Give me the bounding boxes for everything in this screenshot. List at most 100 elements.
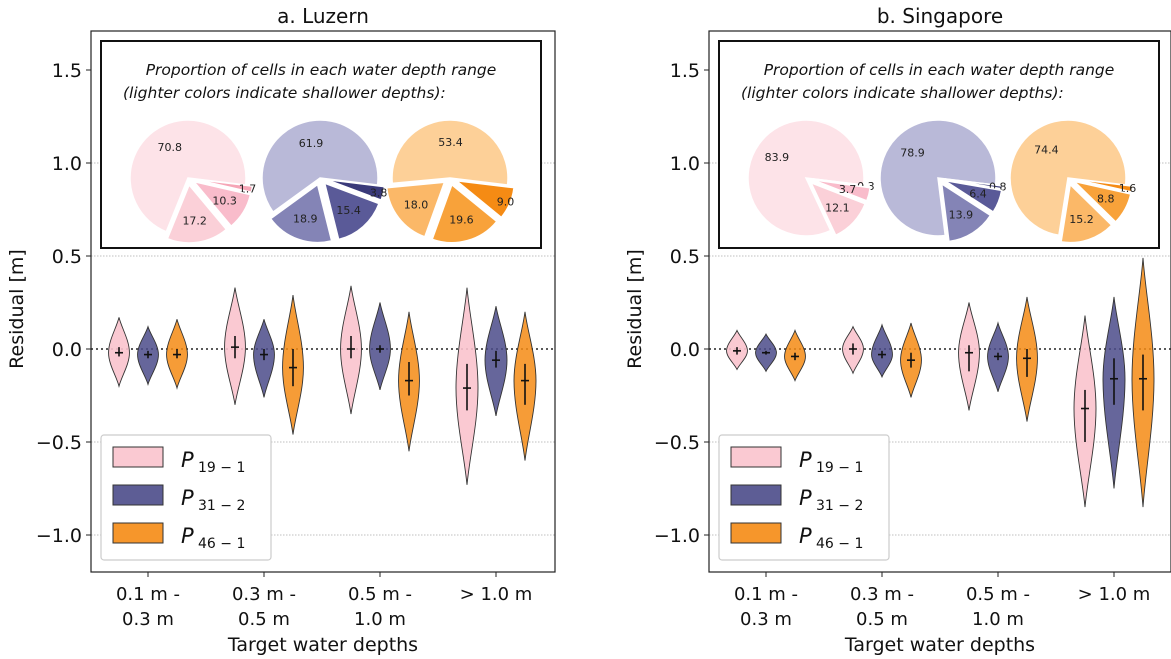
x-axis-label: Target water depths bbox=[227, 634, 418, 656]
x-tick-label: > 1.0 m bbox=[460, 584, 533, 605]
pie-label: 70.8 bbox=[157, 141, 182, 154]
panel-a: 1.5 1.0 0.5 0.0 −0.5 −1.0 0.1 m - 0.3 m 0.3 m - 0… bbox=[6, 4, 556, 656]
inset-subtitle: (lighter colors indicate shallower depth… bbox=[123, 84, 446, 102]
y-axis-label: Residual [m] bbox=[624, 249, 646, 369]
panel-title: a. Luzern bbox=[277, 4, 369, 28]
inset-title: Proportion of cells in each water depth … bbox=[146, 61, 497, 79]
x-tick-label: 0.3 m - bbox=[850, 584, 914, 605]
pie-slice bbox=[1060, 183, 1113, 244]
y-tick-label: 1.5 bbox=[670, 60, 700, 82]
pie-slice bbox=[326, 178, 386, 201]
inset-title: Proportion of cells in each water depth … bbox=[764, 61, 1115, 79]
pie-label: 6.4 bbox=[969, 188, 987, 201]
x-tick-label: 1.0 m bbox=[354, 609, 406, 630]
pie-label: 3.7 bbox=[839, 183, 857, 196]
legend-label: 19 − 1 bbox=[198, 460, 245, 476]
pie-slice bbox=[194, 178, 254, 194]
pie-label: 15.2 bbox=[1069, 213, 1094, 226]
pie-label: 18.0 bbox=[404, 198, 429, 211]
pie-label: 8.8 bbox=[1097, 192, 1115, 205]
x-tick-label: 1.0 m bbox=[972, 609, 1024, 630]
x-tick-label: 0.5 m bbox=[856, 609, 908, 630]
pie-slice bbox=[879, 119, 997, 237]
pie-label: 74.4 bbox=[1034, 143, 1059, 156]
legend-letter: P bbox=[799, 486, 812, 510]
y-tick-label: 0.0 bbox=[52, 339, 82, 361]
pie-slice bbox=[453, 179, 515, 219]
legend-letter: P bbox=[181, 524, 194, 548]
legend-label: 46 − 1 bbox=[816, 536, 863, 552]
pie-slice bbox=[1009, 119, 1127, 237]
y-tick-label: 1.0 bbox=[670, 153, 700, 175]
x-tick-label: 0.3 m - bbox=[232, 584, 296, 605]
pie-slice bbox=[391, 119, 509, 186]
x-tick-label: 0.5 m - bbox=[966, 584, 1030, 605]
pie-slice bbox=[940, 182, 992, 243]
pie-label: 10.3 bbox=[212, 194, 237, 207]
legend-label: 46 − 1 bbox=[198, 536, 245, 552]
y-tick-label: 0.0 bbox=[670, 339, 700, 361]
legend-letter: P bbox=[181, 486, 194, 510]
x-tick-label: 0.3 m bbox=[122, 609, 174, 630]
x-tick-label: 0.5 m bbox=[238, 609, 290, 630]
pie-label: 13.9 bbox=[949, 208, 974, 221]
legend-swatch bbox=[112, 484, 164, 506]
y-axis-label: Residual [m] bbox=[6, 249, 28, 369]
pie-slice bbox=[166, 183, 228, 244]
panel-b: 1.5 1.0 0.5 0.0 −0.5 −1.0 0.1 m - 0.3 m 0.3 m - 0… bbox=[624, 4, 1171, 656]
pie-slice bbox=[944, 178, 1004, 190]
pie-label: 1.7 bbox=[239, 182, 257, 195]
legend-swatch bbox=[112, 446, 164, 468]
y-tick-label: 0.5 bbox=[52, 246, 82, 268]
x-tick-label: 0.3 m bbox=[740, 609, 792, 630]
pie-slice bbox=[129, 119, 247, 233]
pie-slice bbox=[747, 119, 865, 237]
pie-slice bbox=[385, 181, 446, 238]
legend-letter: P bbox=[181, 448, 194, 472]
pie-label: 17.2 bbox=[182, 214, 207, 227]
pie-slice bbox=[191, 180, 252, 228]
pie-slice bbox=[812, 178, 872, 188]
legend-label: 19 − 1 bbox=[816, 460, 863, 476]
pie-slice bbox=[269, 183, 333, 244]
inset-subtitle: (lighter colors indicate shallower depth… bbox=[741, 84, 1064, 102]
pie-label: 78.9 bbox=[900, 147, 925, 160]
pie-slice bbox=[812, 179, 872, 202]
plot-frame bbox=[90, 30, 556, 573]
y-tick-label: −1.0 bbox=[654, 525, 700, 547]
pie-label: 12.1 bbox=[825, 201, 850, 214]
pie-label: 61.9 bbox=[299, 137, 324, 150]
pie-slice bbox=[323, 182, 380, 241]
x-axis-label: Target water depths bbox=[844, 634, 1035, 656]
panel-title: b. Singapore bbox=[877, 4, 1003, 28]
pie-label: 83.9 bbox=[765, 151, 790, 164]
y-tick-label: 0.5 bbox=[670, 246, 700, 268]
plot-frame bbox=[708, 30, 1171, 573]
x-tick-label: 0.1 m - bbox=[116, 584, 180, 605]
legend-label: 31 − 2 bbox=[198, 498, 245, 514]
legend-letter: P bbox=[799, 524, 812, 548]
pie-slice bbox=[431, 183, 498, 244]
legend-swatch bbox=[730, 446, 782, 468]
y-tick-label: −1.0 bbox=[36, 525, 82, 547]
legend-swatch bbox=[730, 484, 782, 506]
pie-label: 3.8 bbox=[370, 186, 388, 199]
x-tick-label: 0.5 m - bbox=[348, 584, 412, 605]
y-tick-label: 1.5 bbox=[52, 60, 82, 82]
pie-label: 15.4 bbox=[336, 204, 361, 217]
pie-slice bbox=[944, 179, 1003, 213]
pie-label: 9.0 bbox=[497, 196, 515, 209]
legend-swatch bbox=[730, 522, 782, 544]
y-tick-label: 1.0 bbox=[52, 153, 82, 175]
y-tick-label: −0.5 bbox=[654, 432, 700, 454]
pie-slice bbox=[809, 181, 867, 237]
pie-slice bbox=[1071, 180, 1132, 223]
pie-label: 53.4 bbox=[438, 136, 463, 149]
legend-swatch bbox=[112, 522, 164, 544]
pie-label: 18.9 bbox=[293, 212, 318, 225]
x-tick-label: 0.1 m - bbox=[734, 584, 798, 605]
legend-letter: P bbox=[799, 448, 812, 472]
pie-slice bbox=[1074, 178, 1134, 193]
pie-slice bbox=[261, 119, 379, 214]
y-tick-label: −0.5 bbox=[36, 432, 82, 454]
